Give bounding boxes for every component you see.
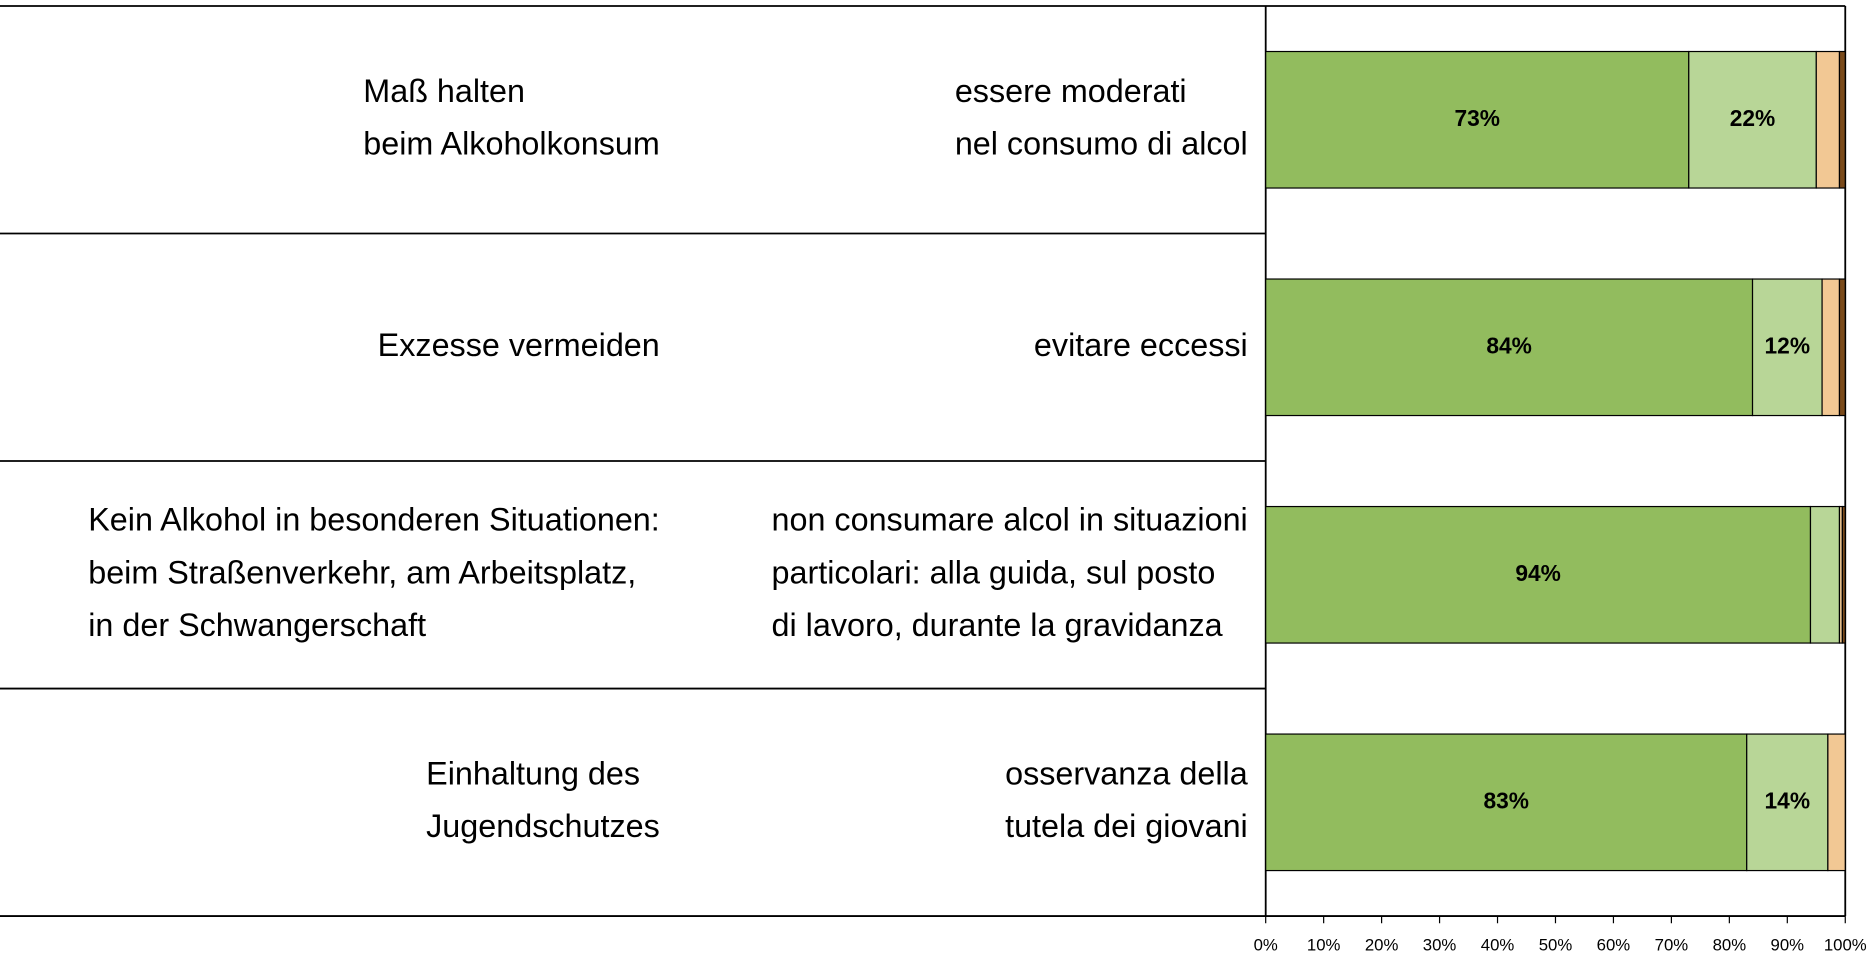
bar-segment [1265,733,1748,872]
bar-segment [1815,50,1841,189]
bar-segment [1265,50,1690,189]
bar-segment [1841,505,1846,644]
x-tick-label: 80% [1713,935,1747,954]
x-tick-label: 100% [1824,935,1867,954]
category-label: nel consumo di alcol [955,126,1248,162]
category-label: di lavoro, durante la gravidanza [772,607,1223,643]
value-label: 73% [1454,105,1500,131]
category-label: particolari: alla guida, sul posto [772,554,1216,590]
bar-segment [1265,278,1754,417]
x-tick-label: 30% [1423,935,1457,954]
x-tick-label: 50% [1539,935,1573,954]
bar-segment [1827,733,1846,872]
category-label: tutela dei giovani [1005,808,1248,844]
x-tick-label: 0% [1254,935,1278,954]
category-label: in der Schwangerschaft [88,607,426,643]
category-label: osservanza della [1005,756,1248,792]
x-tick-label: 40% [1481,935,1515,954]
bar-segment [1751,278,1823,417]
category-label: essere moderati [955,73,1187,109]
x-tick-label: 70% [1655,935,1689,954]
bar-segment [1265,505,1812,644]
bar-segment [1821,278,1841,417]
category-label: Kein Alkohol in besonderen Situationen: [88,502,660,538]
value-label: 12% [1765,332,1811,358]
category-label: non consumare alcol in situazioni [772,502,1248,538]
category-label: beim Straßenverkehr, am Arbeitsplatz, [88,554,636,590]
value-label: 83% [1483,787,1529,813]
category-label: evitare eccessi [1034,327,1248,363]
x-tick-label: 20% [1365,935,1399,954]
category-label: Einhaltung des [426,756,640,792]
value-label: 14% [1765,787,1811,813]
bar-segment [1809,505,1841,644]
category-label: beim Alkoholkonsum [363,126,660,162]
bar-segment [1688,50,1817,189]
bar-segment [1838,278,1846,417]
category-label: Maß halten [363,73,525,109]
category-label: Jugendschutzes [426,808,660,844]
bar-segment [1838,50,1846,189]
x-tick-label: 90% [1771,935,1805,954]
value-label: 22% [1730,105,1776,131]
value-label: 94% [1515,560,1561,586]
value-label: 84% [1486,332,1532,358]
x-tick-label: 10% [1307,935,1341,954]
category-label: Exzesse vermeiden [378,327,660,363]
x-tick-label: 60% [1597,935,1631,954]
bar-segment [1746,733,1829,872]
